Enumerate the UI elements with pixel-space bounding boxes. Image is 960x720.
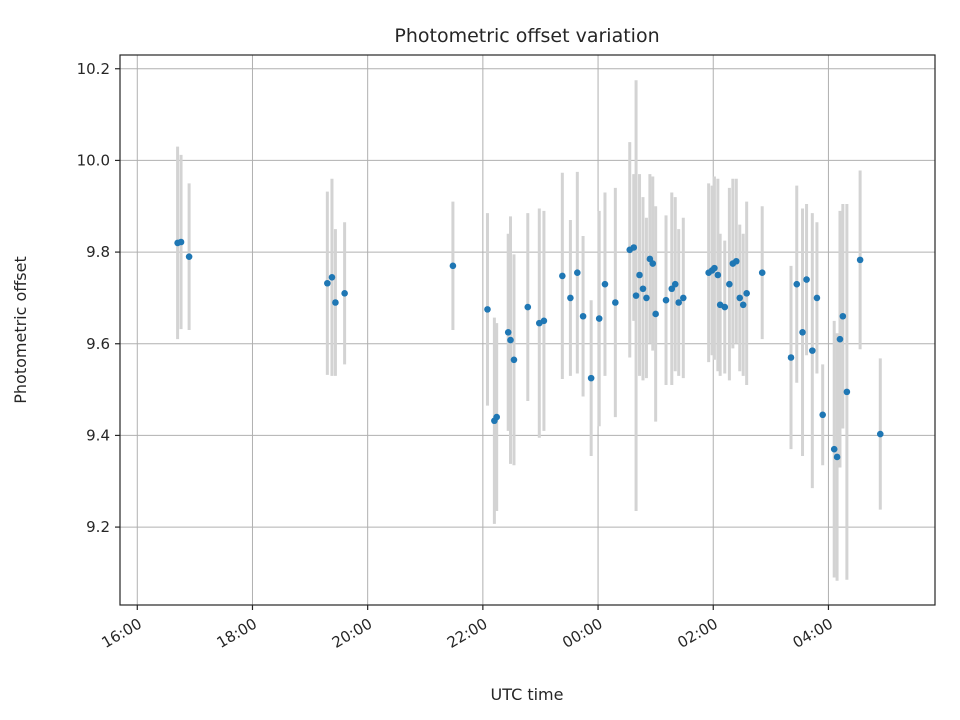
y-tick-label: 9.2 bbox=[86, 518, 110, 536]
y-tick-label: 9.6 bbox=[86, 335, 110, 353]
data-point bbox=[332, 299, 339, 306]
data-point bbox=[324, 279, 331, 287]
data-point bbox=[680, 294, 687, 302]
x-tick-label: 22:00 bbox=[444, 615, 490, 652]
data-point bbox=[675, 299, 682, 306]
data-point bbox=[732, 257, 740, 265]
data-point bbox=[758, 269, 766, 277]
data-point bbox=[839, 312, 847, 320]
data-point bbox=[559, 272, 566, 280]
y-tick-label: 9.4 bbox=[86, 426, 110, 444]
data-point bbox=[636, 271, 643, 279]
data-point bbox=[668, 285, 676, 293]
y-tick-label: 10.0 bbox=[77, 151, 110, 169]
data-point bbox=[787, 354, 795, 361]
data-point bbox=[579, 312, 587, 320]
data-point bbox=[639, 285, 647, 293]
x-axis-label: UTC time bbox=[491, 685, 564, 704]
chart-title: Photometric offset variation bbox=[394, 25, 659, 47]
data-point bbox=[630, 244, 638, 251]
data-point bbox=[793, 280, 801, 288]
data-point bbox=[328, 273, 336, 281]
data-point bbox=[185, 253, 193, 260]
data-point bbox=[671, 280, 679, 288]
data-point bbox=[595, 315, 603, 322]
data-point bbox=[809, 347, 816, 354]
data-point bbox=[803, 276, 810, 283]
data-point bbox=[574, 269, 581, 277]
data-point bbox=[652, 310, 659, 318]
data-point bbox=[714, 271, 722, 279]
data-point bbox=[601, 280, 609, 288]
data-point bbox=[341, 290, 348, 297]
y-tick-label: 10.2 bbox=[77, 60, 110, 78]
data-point bbox=[856, 256, 864, 264]
data-point bbox=[843, 388, 851, 396]
data-point bbox=[632, 292, 640, 299]
data-point bbox=[739, 301, 747, 309]
data-point bbox=[493, 413, 500, 421]
data-point bbox=[819, 411, 826, 419]
data-point bbox=[540, 317, 548, 325]
y-axis-label: Photometric offset bbox=[11, 256, 30, 404]
data-point bbox=[612, 299, 619, 306]
data-point bbox=[736, 294, 744, 302]
data-point bbox=[177, 238, 185, 246]
axis-ticks: 16:00 18:00 20:00 22:00 00:00 02:00 04:00 9.2 9.… bbox=[77, 60, 836, 652]
data-point bbox=[830, 445, 838, 453]
data-point bbox=[711, 264, 718, 272]
data-point bbox=[484, 306, 491, 313]
data-point bbox=[662, 296, 670, 304]
data-point bbox=[449, 262, 457, 270]
data-point bbox=[587, 374, 595, 382]
data-point bbox=[649, 260, 657, 267]
data-point bbox=[876, 430, 884, 438]
data-point bbox=[504, 328, 512, 336]
error-bars bbox=[176, 80, 882, 581]
data-point bbox=[833, 453, 841, 461]
data-point bbox=[813, 294, 821, 302]
data-point bbox=[507, 336, 514, 344]
x-tick-label: 16:00 bbox=[98, 615, 144, 652]
data-point bbox=[567, 294, 574, 302]
y-tick-label: 9.8 bbox=[86, 243, 110, 261]
data-point bbox=[510, 356, 518, 364]
data-point bbox=[799, 328, 806, 336]
data-point bbox=[524, 303, 532, 311]
data-point bbox=[726, 280, 733, 288]
x-tick-label: 00:00 bbox=[559, 615, 605, 652]
data-point bbox=[743, 290, 750, 297]
plot-border bbox=[119, 54, 936, 606]
x-tick-label: 20:00 bbox=[329, 615, 375, 652]
data-points bbox=[174, 238, 884, 461]
x-tick-label: 02:00 bbox=[674, 615, 720, 652]
x-tick-label: 18:00 bbox=[214, 615, 260, 652]
x-tick-label: 04:00 bbox=[790, 615, 836, 652]
data-point bbox=[643, 294, 650, 302]
data-point bbox=[721, 303, 729, 311]
data-point bbox=[836, 335, 844, 343]
